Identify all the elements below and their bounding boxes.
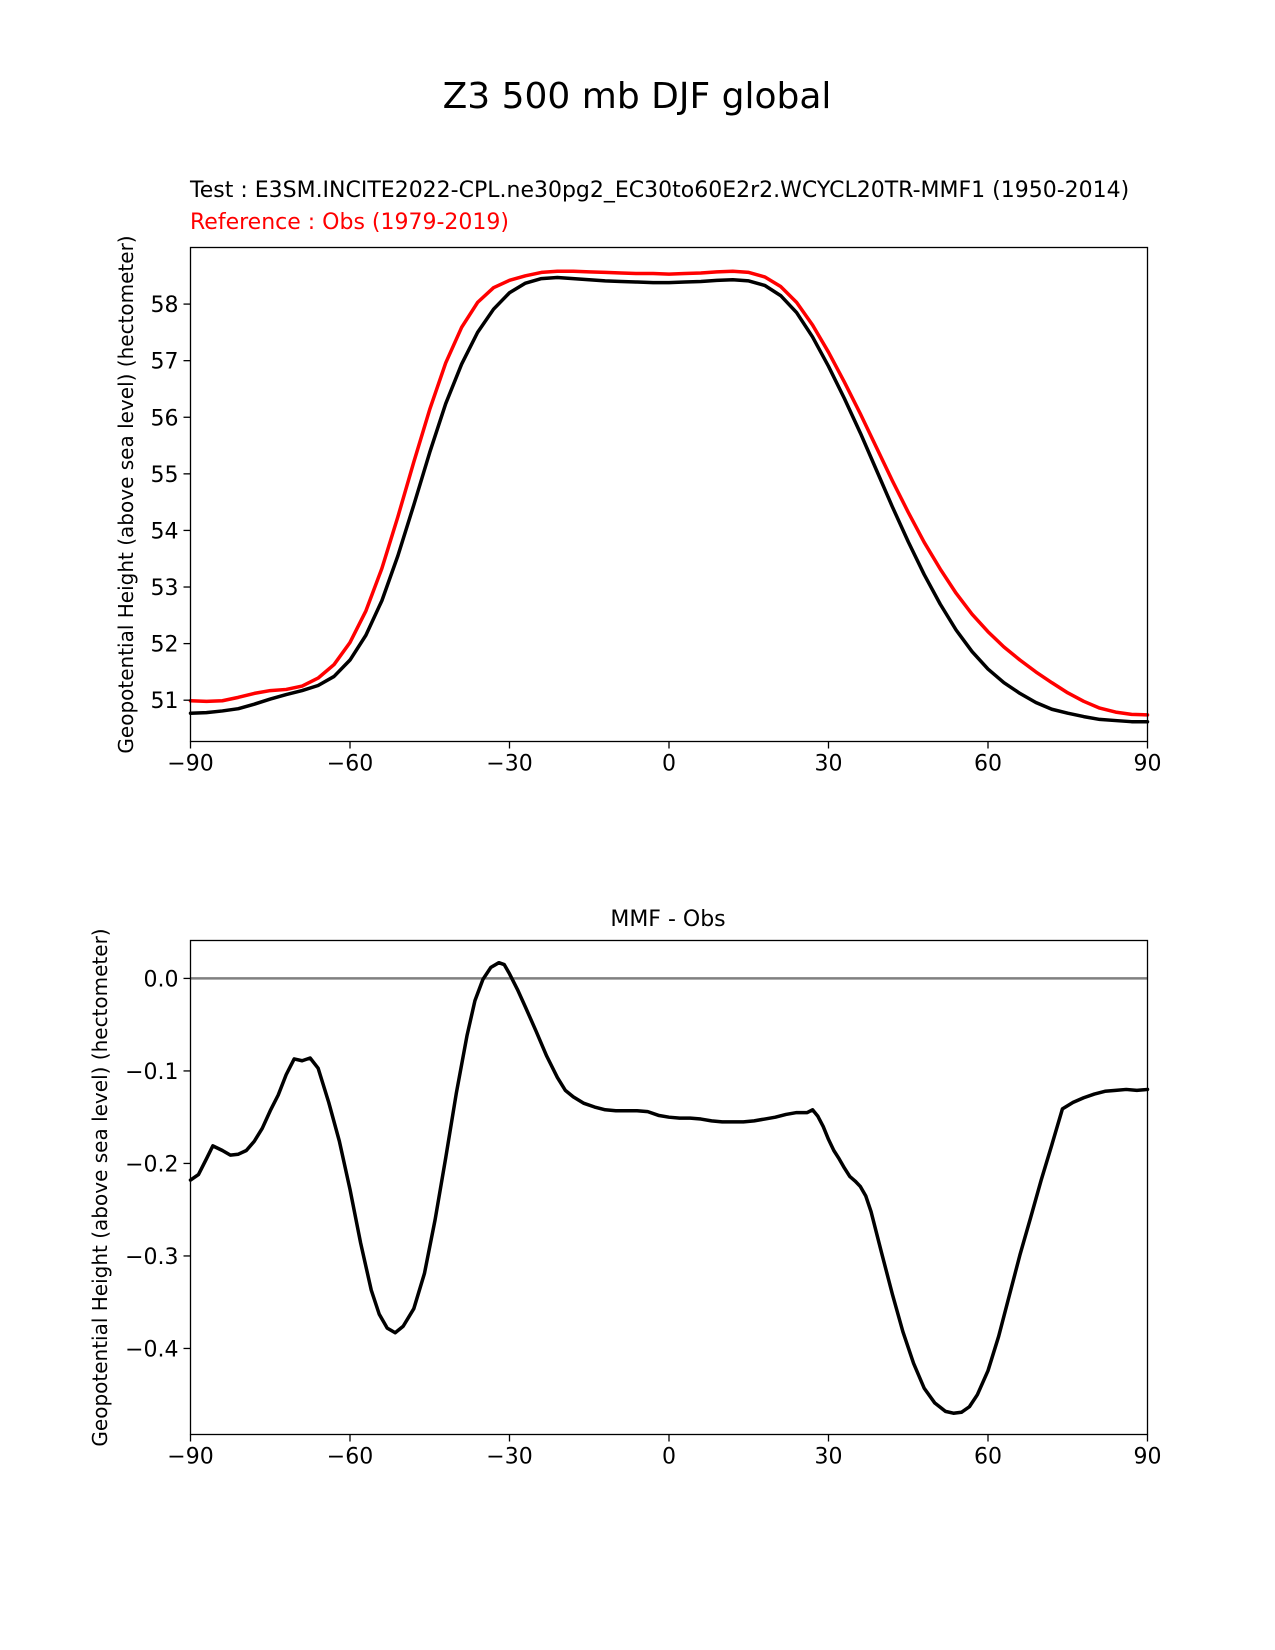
top-y-tick-label: 58: [151, 293, 179, 318]
bottom-y-axis-label: Geopotential Height (above sea level) (h…: [88, 928, 112, 1446]
test-label: Test : E3SM.INCITE2022-CPL.ne30pg2_EC30t…: [189, 178, 1129, 203]
bottom-y-tick-label: −0.1: [125, 1060, 178, 1085]
top-x-tick-label: −30: [486, 752, 532, 777]
bottom-y-tick-label: −0.4: [125, 1337, 178, 1362]
bottom-plot-frame: [189, 939, 1149, 1436]
top-y-tick-label: 56: [151, 406, 179, 431]
bottom-series-group: [188, 960, 1150, 1415]
top-y-tick-label: 52: [151, 633, 179, 658]
bottom-x-tick-label: 60: [974, 1445, 1002, 1470]
top-x-tick-label: 30: [815, 752, 843, 777]
top-y-tick-label: 54: [151, 519, 179, 544]
top-y-tick-label: 55: [151, 463, 179, 488]
figure-title: Z3 500 mb DJF global: [443, 76, 832, 117]
top-x-tick-label: −60: [327, 752, 373, 777]
bottom-x-tick-label: −90: [167, 1445, 213, 1470]
reference-label: Reference : Obs (1979-2019): [190, 210, 509, 235]
top-plot-frame: [189, 246, 1149, 743]
bottom-x-tick-label: 90: [1134, 1445, 1162, 1470]
bottom-y-tick-label: −0.2: [125, 1152, 178, 1177]
bottom-series-line-0: [188, 960, 1150, 1415]
bottom-x-tick-label: −30: [486, 1445, 532, 1470]
top-series-line-0: [188, 275, 1150, 724]
top-plot: Test : E3SM.INCITE2022-CPL.ne30pg2_EC30t…: [114, 178, 1162, 777]
top-series-group: [188, 269, 1150, 724]
bottom-plot: MMF - Obs Geopotential Height (above sea…: [88, 907, 1162, 1470]
bottom-x-tick-label: 0: [662, 1445, 676, 1470]
top-y-tick-label: 57: [151, 350, 179, 375]
top-x-tick-label: 90: [1134, 752, 1162, 777]
top-x-tick-label: 60: [974, 752, 1002, 777]
top-x-tick-label: 0: [662, 752, 676, 777]
bottom-y-tick-label: 0.0: [144, 967, 179, 992]
top-x-tick-label: −90: [167, 752, 213, 777]
top-series-line-1: [188, 269, 1150, 717]
bottom-ticks-group: −90 −60 −30 0 30 60 90 0.0 −0.1 −0.2 −0.3 −0.4: [125, 967, 1161, 1469]
bottom-x-tick-label: 30: [815, 1445, 843, 1470]
bottom-y-tick-label: −0.3: [125, 1245, 178, 1270]
top-y-axis-label: Geopotential Height (above sea level) (h…: [114, 235, 138, 753]
top-y-tick-label: 53: [151, 576, 179, 601]
top-y-tick-label: 51: [151, 689, 179, 714]
bottom-x-tick-label: −60: [327, 1445, 373, 1470]
top-ticks-group: −90 −60 −30 0 30 60 90 51 52 53 54 55 56 57 58: [151, 293, 1162, 776]
bottom-plot-title: MMF - Obs: [610, 907, 725, 932]
